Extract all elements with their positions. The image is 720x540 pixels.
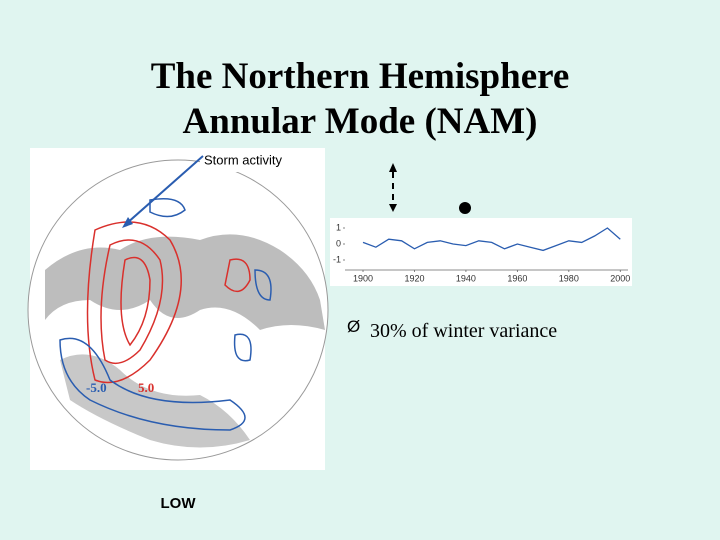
- arrow-head: [389, 204, 397, 212]
- bullet-text: 30% of winter variance: [370, 320, 557, 342]
- dot: [459, 202, 471, 214]
- map-image: [27, 148, 329, 470]
- bullet-marker: Ø: [347, 317, 360, 336]
- y-tick-label: -1: [333, 254, 341, 264]
- title-line: The Northern Hemisphere: [151, 56, 570, 97]
- x-tick-label: 1940: [456, 273, 476, 283]
- callout-box: [200, 148, 325, 172]
- arrow-head: [122, 217, 133, 228]
- arrow-head: [389, 163, 397, 172]
- x-tick-label: 1960: [507, 273, 527, 283]
- series-line: [362, 227, 621, 252]
- callout-text: Storm activity: [204, 152, 283, 167]
- x-tick-label: 1920: [404, 273, 424, 283]
- callout-arrow: [125, 155, 204, 225]
- y-tick-label: 0: [336, 238, 341, 248]
- map-label: -5.0: [86, 380, 107, 395]
- x-tick-label: 1900: [353, 273, 373, 283]
- map-label: 5.0: [138, 380, 154, 395]
- x-tick-label: 2000: [610, 273, 630, 283]
- x-tick-label: 1980: [559, 273, 579, 283]
- inset-chart: [330, 218, 632, 286]
- y-tick-label: 1: [336, 222, 341, 232]
- title-line: Annular Mode (NAM): [183, 101, 538, 142]
- low-label: LOW: [161, 495, 197, 512]
